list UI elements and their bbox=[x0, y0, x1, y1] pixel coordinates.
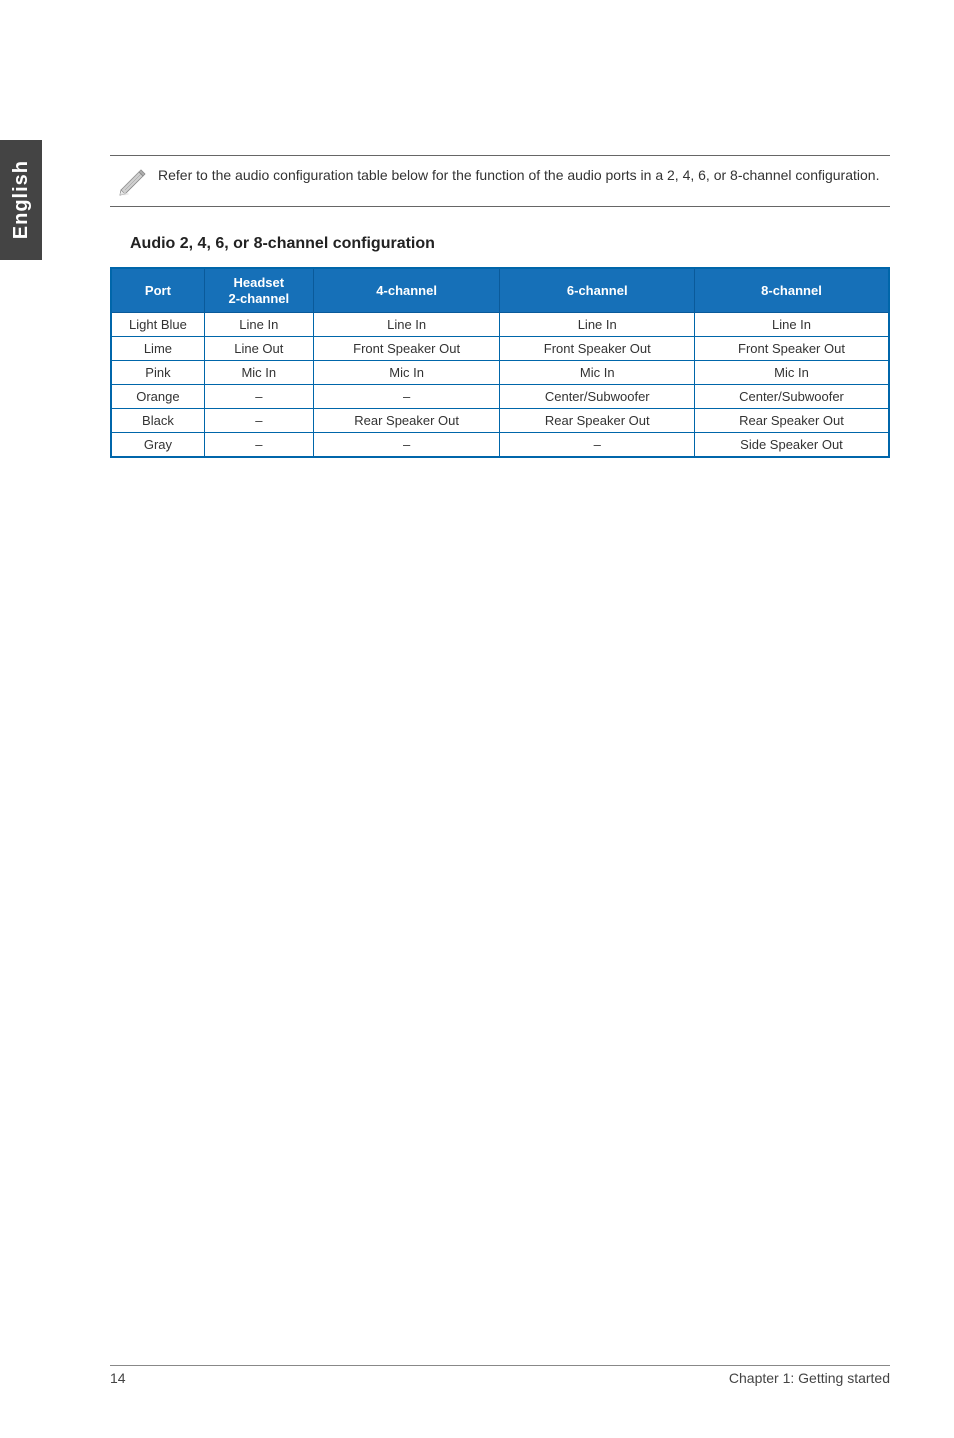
cell-port: Gray bbox=[111, 433, 204, 458]
cell-port: Black bbox=[111, 409, 204, 433]
side-tab: English bbox=[0, 140, 42, 260]
cell-ch8: Center/Subwoofer bbox=[694, 385, 889, 409]
cell-port: Light Blue bbox=[111, 313, 204, 337]
note-text: Refer to the audio configuration table b… bbox=[158, 166, 887, 186]
cell-headset: Line In bbox=[204, 313, 313, 337]
table-row: LimeLine OutFront Speaker OutFront Speak… bbox=[111, 337, 889, 361]
cell-headset: – bbox=[204, 385, 313, 409]
cell-ch4: Mic In bbox=[313, 361, 500, 385]
pencil-icon bbox=[110, 166, 158, 196]
cell-ch4: Front Speaker Out bbox=[313, 337, 500, 361]
cell-port: Orange bbox=[111, 385, 204, 409]
table-row: Black–Rear Speaker OutRear Speaker OutRe… bbox=[111, 409, 889, 433]
cell-ch6: Rear Speaker Out bbox=[500, 409, 695, 433]
cell-headset: – bbox=[204, 433, 313, 458]
cell-ch6: Center/Subwoofer bbox=[500, 385, 695, 409]
page-number: 14 bbox=[110, 1370, 126, 1386]
cell-ch6: Line In bbox=[500, 313, 695, 337]
cell-ch4: – bbox=[313, 385, 500, 409]
cell-ch4: – bbox=[313, 433, 500, 458]
table-header-row: Port Headset2-channel 4-channel 6-channe… bbox=[111, 268, 889, 313]
cell-ch6: – bbox=[500, 433, 695, 458]
cell-ch8: Side Speaker Out bbox=[694, 433, 889, 458]
header-6channel: 6-channel bbox=[500, 268, 695, 313]
table-row: PinkMic InMic InMic InMic In bbox=[111, 361, 889, 385]
page-footer: 14 Chapter 1: Getting started bbox=[110, 1365, 890, 1386]
cell-headset: Line Out bbox=[204, 337, 313, 361]
header-port: Port bbox=[111, 268, 204, 313]
cell-ch8: Rear Speaker Out bbox=[694, 409, 889, 433]
cell-ch8: Front Speaker Out bbox=[694, 337, 889, 361]
table-row: Light BlueLine InLine InLine InLine In bbox=[111, 313, 889, 337]
cell-ch6: Mic In bbox=[500, 361, 695, 385]
note-box: Refer to the audio configuration table b… bbox=[110, 155, 890, 207]
cell-ch6: Front Speaker Out bbox=[500, 337, 695, 361]
table-row: Gray–––Side Speaker Out bbox=[111, 433, 889, 458]
cell-headset: – bbox=[204, 409, 313, 433]
cell-port: Lime bbox=[111, 337, 204, 361]
audio-config-table: Port Headset2-channel 4-channel 6-channe… bbox=[110, 267, 890, 458]
cell-ch8: Line In bbox=[694, 313, 889, 337]
header-8channel: 8-channel bbox=[694, 268, 889, 313]
cell-ch4: Rear Speaker Out bbox=[313, 409, 500, 433]
side-tab-label: English bbox=[10, 160, 33, 239]
cell-ch8: Mic In bbox=[694, 361, 889, 385]
cell-ch4: Line In bbox=[313, 313, 500, 337]
header-headset: Headset2-channel bbox=[204, 268, 313, 313]
header-4channel: 4-channel bbox=[313, 268, 500, 313]
cell-port: Pink bbox=[111, 361, 204, 385]
section-title: Audio 2, 4, 6, or 8-channel configuratio… bbox=[130, 235, 890, 253]
content-area: Refer to the audio configuration table b… bbox=[110, 155, 890, 458]
cell-headset: Mic In bbox=[204, 361, 313, 385]
table-row: Orange––Center/SubwooferCenter/Subwoofer bbox=[111, 385, 889, 409]
chapter-text: Chapter 1: Getting started bbox=[729, 1370, 890, 1386]
